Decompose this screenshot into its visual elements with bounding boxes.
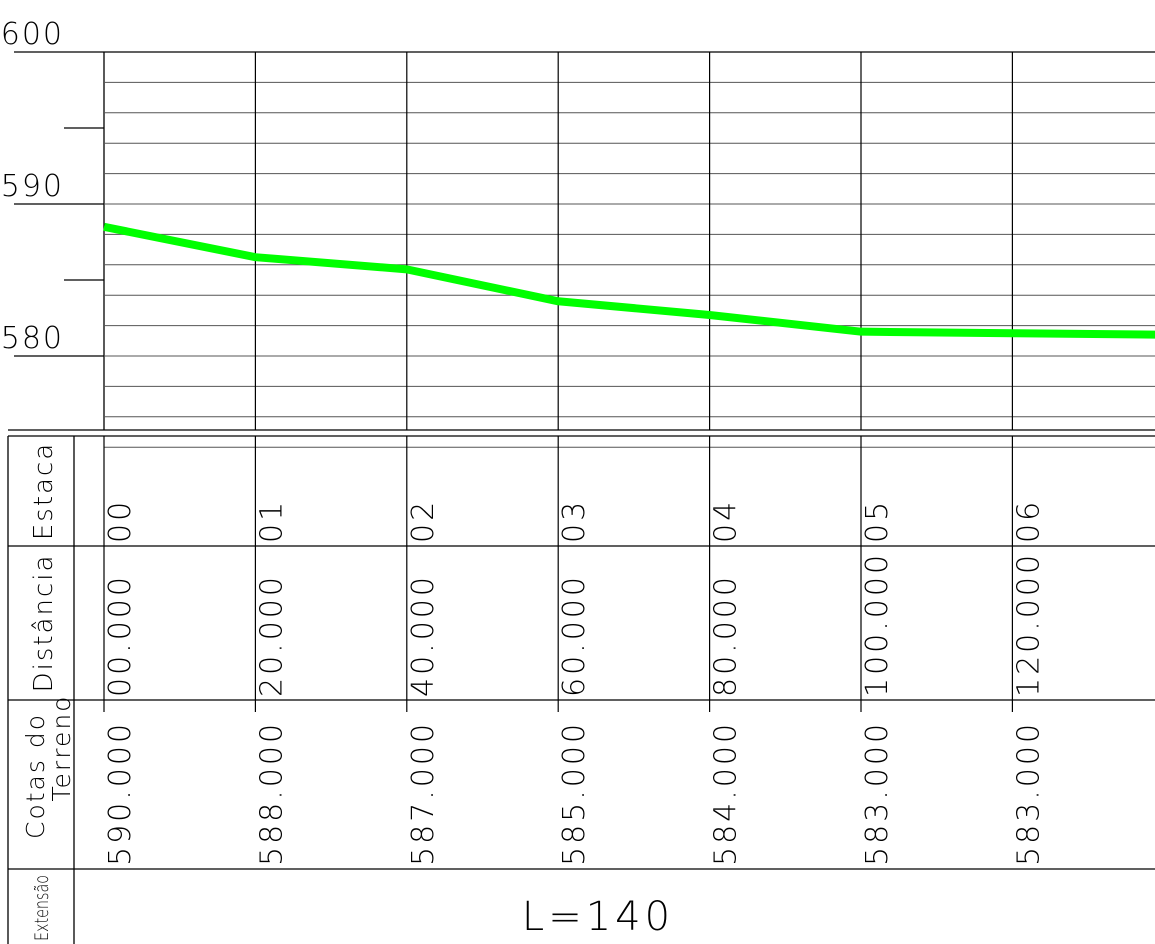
cota-terreno-value: 588.000 [254,721,289,866]
distancia-value: 20.000 [254,574,289,697]
cota-terreno-value: 590.000 [103,721,138,866]
distancia-value: 60.000 [557,574,592,697]
table-cells: 00 00.000 590.000 01 20.000 588.000 02 40.000 58… [103,499,1046,866]
row-header-cotas-line2: Terreno [47,695,76,802]
estaca-value: 05 [860,499,895,543]
cota-terreno-value: 585.000 [557,721,592,866]
cota-terreno-value: 587.000 [406,721,441,866]
cota-terreno-value: 583.000 [860,721,895,866]
horizontal-grid [104,81,1155,448]
distancia-value: 120.000 [1011,552,1046,697]
estaca-value: 03 [557,499,592,543]
row-header-estaca: Estaca [29,442,59,540]
estaca-value: 01 [254,499,289,543]
y-tick-label: 580 [1,321,64,356]
y-tick-label: 600 [1,17,64,52]
estaca-value: 00 [103,499,138,543]
distancia-value: 40.000 [406,574,441,697]
estaca-value: 06 [1011,499,1046,543]
row-header-distancia: Distância [29,554,59,693]
row-header-cotas-line1: Cotas do [21,713,50,839]
cota-terreno-value: 583.000 [1011,721,1046,866]
cota-terreno-value: 584.000 [709,721,744,866]
distancia-value: 00.000 [103,574,138,697]
frame [7,51,1155,944]
y-axis: 600 590 580 [1,17,104,357]
distancia-value: 100.000 [860,552,895,697]
y-axis-minor-ticks [64,127,104,281]
station-grid-lines [254,52,1014,430]
estaca-value: 02 [406,499,441,543]
table-station-lines [103,436,1014,712]
distancia-value: 80.000 [709,574,744,697]
y-tick-label: 590 [1,169,64,204]
row-header-extensao: Extensão [31,875,53,941]
estaca-value: 04 [709,499,744,543]
extensao-value: L=140 [522,894,674,940]
terrain-profile-line [103,222,1155,339]
